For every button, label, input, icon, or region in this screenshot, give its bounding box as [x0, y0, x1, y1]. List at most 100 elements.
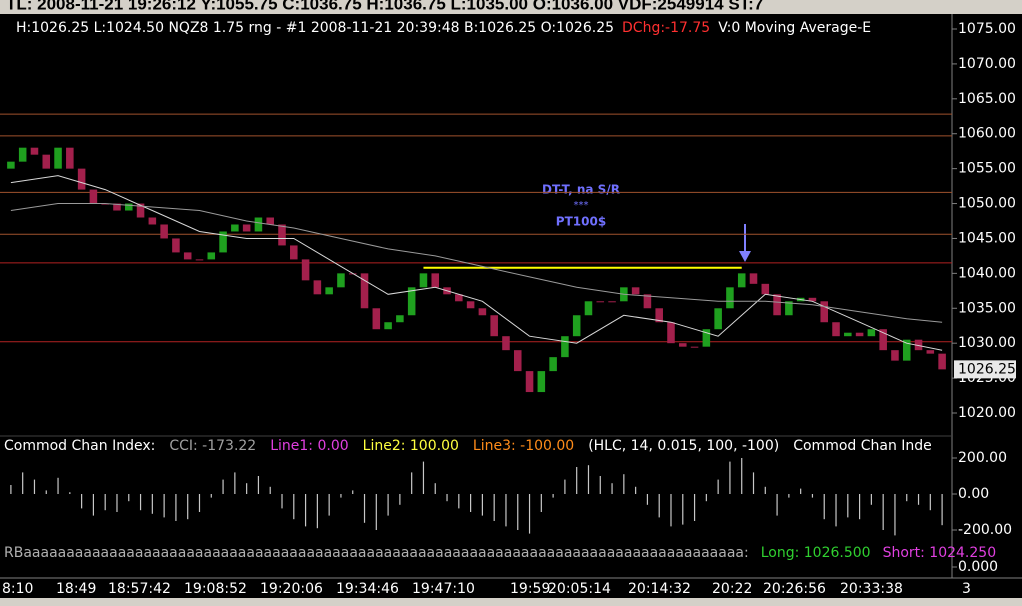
candle — [785, 301, 793, 316]
candle — [608, 301, 616, 303]
cci-tick-label: 200.00 — [958, 450, 1007, 466]
candle — [891, 350, 899, 361]
candle — [325, 287, 333, 295]
rb-legend: RBaaaaaaaaaaaaaaaaaaaaaaaaaaaaaaaaaaaaaa… — [4, 545, 996, 561]
candle — [596, 301, 605, 303]
rb-legend-segment: RBaaaaaaaaaaaaaaaaaaaaaaaaaaaaaaaaaaaaaa… — [4, 545, 749, 561]
y-tick-label: 1070.00 — [958, 56, 1016, 72]
time-label: 19:20:06 — [260, 581, 323, 597]
candle — [337, 273, 345, 288]
candle — [667, 322, 675, 344]
cci-legend-segment: Commod Chan Index: — [4, 438, 155, 454]
scrollbar[interactable] — [0, 598, 1022, 606]
y-tick-label: 1060.00 — [958, 126, 1016, 142]
candle — [808, 297, 817, 302]
cci-legend: Commod Chan Index: CCI: -173.22 Line1: 0.0… — [4, 438, 932, 454]
candle — [360, 273, 369, 309]
candle — [77, 168, 86, 190]
candle — [926, 350, 935, 354]
cci-tick-label: 0.00 — [958, 486, 989, 502]
candle — [266, 217, 274, 225]
info-line-segment: H:1026.25 L:1024.50 NQZ8 1.75 rng - #1 2… — [16, 20, 614, 36]
candle — [938, 353, 946, 370]
rb-tick-label: 0.000 — [958, 559, 998, 575]
candle — [30, 147, 39, 155]
time-label: 19:47:10 — [412, 581, 475, 597]
cci-legend-segment: Commod Chan Inde — [793, 438, 932, 454]
candle — [820, 301, 829, 323]
candle — [855, 332, 864, 337]
candle — [89, 189, 98, 204]
time-label: 19:59 — [510, 581, 550, 597]
candle — [502, 336, 510, 351]
time-label: 19:08:52 — [184, 581, 247, 597]
candle — [254, 217, 263, 232]
candle — [549, 357, 557, 372]
candle — [879, 329, 887, 351]
info-line-segment: V:0 Moving Average-E — [718, 20, 871, 36]
candle — [431, 273, 440, 288]
candle — [737, 273, 746, 288]
cci-legend-segment: Line2: 100.00 — [363, 438, 459, 454]
candle — [749, 273, 758, 284]
time-label: 18:57:42 — [108, 581, 171, 597]
candle — [478, 308, 487, 316]
candle — [832, 322, 840, 337]
annotation: *** — [574, 200, 589, 211]
candle — [690, 346, 699, 348]
candle — [407, 287, 416, 316]
candle — [561, 336, 569, 358]
cci-legend-segment: Line3: -100.00 — [473, 438, 574, 454]
y-tick-label: 1035.00 — [958, 300, 1016, 316]
time-label: 20:26:56 — [763, 581, 826, 597]
time-label: 19:34:46 — [336, 581, 399, 597]
candle — [902, 339, 911, 361]
candle — [867, 329, 876, 337]
last-price-label: 1026.25 — [958, 361, 1016, 377]
rb-legend-segment: Short: 1024.250 — [883, 545, 997, 561]
candle — [419, 273, 428, 288]
moving-average — [10, 175, 943, 351]
candle — [702, 329, 711, 347]
candle — [372, 308, 381, 330]
candle — [172, 238, 180, 253]
candle — [466, 301, 475, 309]
rb-legend-segment: Long: 1026.500 — [761, 545, 871, 561]
candle — [655, 308, 663, 323]
candle — [537, 371, 546, 393]
candle — [66, 147, 74, 169]
candle — [290, 245, 298, 260]
y-tick-label: 1050.00 — [958, 196, 1016, 212]
y-tick-label: 1030.00 — [958, 335, 1016, 351]
cci-legend-segment: CCI: -173.22 — [169, 438, 256, 454]
info-line-segment: DChg:-17.75 — [622, 20, 710, 36]
candle — [643, 294, 652, 309]
cci-legend-segment: (HLC, 14, 0.015, 100, -100) — [588, 438, 779, 454]
header-bar — [0, 0, 1022, 14]
cci-legend-segment: Line1: 0.00 — [270, 438, 348, 454]
candle — [42, 154, 51, 169]
candle — [631, 287, 640, 295]
candle — [136, 203, 145, 218]
y-tick-label: 1055.00 — [958, 161, 1016, 177]
candle — [513, 350, 522, 372]
candle — [18, 147, 27, 162]
candle — [231, 224, 239, 232]
candle — [679, 343, 687, 347]
y-tick-label: 1045.00 — [958, 230, 1016, 246]
candle — [726, 287, 734, 309]
time-label: 20:22 — [712, 581, 752, 597]
candle — [219, 231, 227, 253]
time-label: 20:05:14 — [548, 581, 611, 597]
time-label: 8:10 — [2, 581, 33, 597]
candle — [113, 203, 121, 211]
candle — [124, 203, 133, 211]
info-line: H:1026.25 L:1024.50 NQZ8 1.75 rng - #1 2… — [16, 20, 871, 36]
candle — [207, 252, 216, 260]
candle — [396, 315, 404, 323]
annotation: DT-T, na S/R — [542, 183, 620, 197]
time-label: 18:49 — [56, 581, 96, 597]
candle — [572, 315, 581, 337]
candle — [455, 294, 463, 302]
